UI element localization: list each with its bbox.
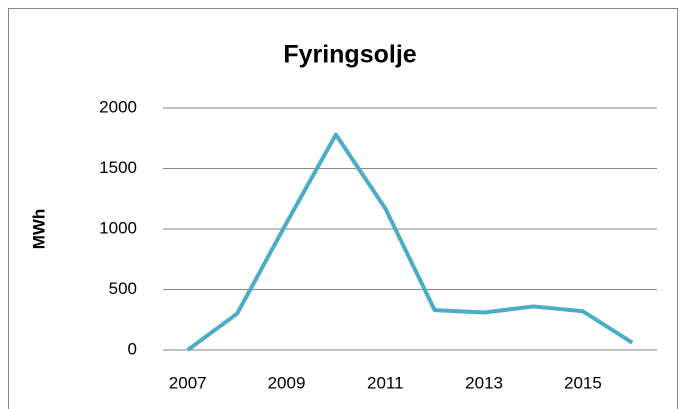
x-tick-label: 2013: [465, 373, 503, 392]
x-tick-label: 2011: [367, 373, 404, 392]
chart-border: [8, 8, 678, 409]
x-tick-label: 2007: [169, 373, 207, 392]
y-tick-label: 1500: [99, 158, 137, 177]
x-tick-label: 2015: [564, 373, 602, 392]
y-tick-label: 2000: [99, 97, 137, 116]
y-axis-label: MWh: [29, 209, 48, 250]
chart-title: Fyringsolje: [283, 41, 416, 69]
y-tick-label: 0: [128, 339, 137, 358]
x-tick-label: 2009: [268, 373, 306, 392]
data-line: [186, 132, 634, 352]
y-tick-label: 500: [109, 279, 137, 298]
y-tick-label: 1000: [99, 218, 137, 237]
